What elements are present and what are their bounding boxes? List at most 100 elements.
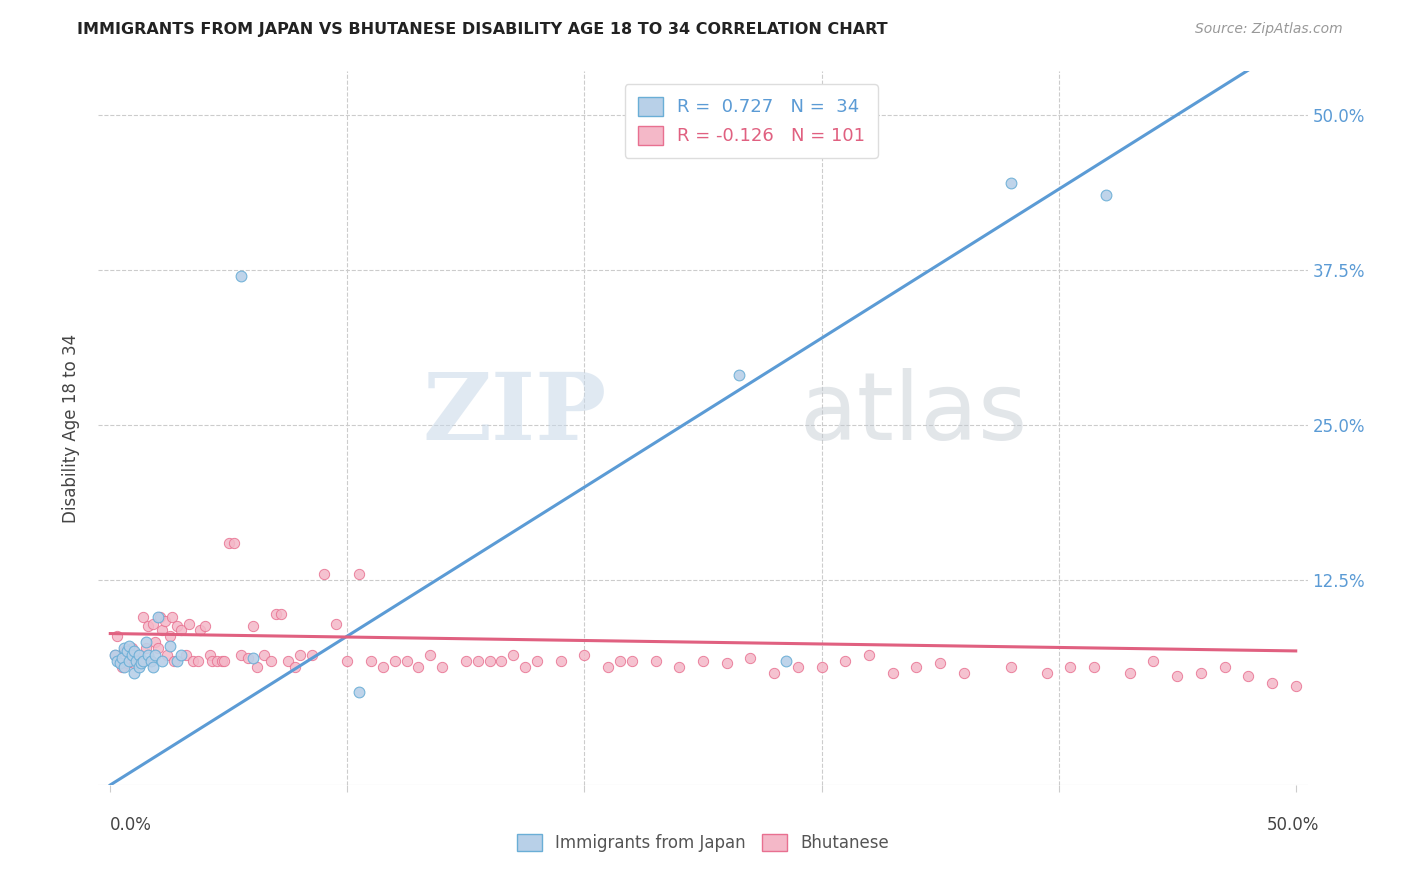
Point — [763, 666, 786, 681]
Point — [609, 654, 631, 668]
Point — [882, 666, 904, 681]
Point — [1213, 660, 1236, 674]
Point — [125, 651, 148, 665]
Point — [139, 654, 162, 668]
Point — [1000, 176, 1022, 190]
Point — [156, 648, 179, 662]
Point — [125, 654, 148, 668]
Point — [360, 654, 382, 668]
Point — [159, 639, 181, 653]
Point — [1166, 669, 1188, 683]
Point — [491, 654, 513, 668]
Point — [122, 657, 145, 671]
Point — [253, 648, 276, 662]
Point — [104, 648, 127, 662]
Point — [136, 619, 159, 633]
Point — [143, 635, 166, 649]
Point — [347, 566, 370, 581]
Point — [132, 610, 155, 624]
Point — [166, 654, 188, 668]
Point — [170, 623, 193, 637]
Point — [121, 648, 143, 662]
Point — [246, 660, 269, 674]
Point — [644, 654, 666, 668]
Point — [205, 654, 228, 668]
Point — [574, 648, 596, 662]
Point — [166, 619, 188, 633]
Point — [211, 654, 233, 668]
Point — [118, 654, 141, 668]
Point — [284, 660, 307, 674]
Point — [1189, 666, 1212, 681]
Point — [229, 648, 252, 662]
Point — [502, 648, 524, 662]
Point — [550, 654, 572, 668]
Point — [105, 654, 128, 668]
Point — [108, 657, 131, 671]
Point — [153, 614, 176, 628]
Point — [218, 536, 240, 550]
Point — [1000, 660, 1022, 674]
Text: 0.0%: 0.0% — [110, 816, 152, 834]
Point — [177, 616, 200, 631]
Y-axis label: Disability Age 18 to 34: Disability Age 18 to 34 — [62, 334, 80, 523]
Text: Source: ZipAtlas.com: Source: ZipAtlas.com — [1195, 22, 1343, 37]
Point — [128, 648, 150, 662]
Point — [325, 616, 347, 631]
Point — [139, 654, 162, 668]
Point — [143, 648, 166, 662]
Point — [740, 651, 762, 665]
Point — [277, 654, 299, 668]
Point — [122, 644, 145, 658]
Point — [152, 654, 174, 668]
Point — [301, 648, 323, 662]
Point — [129, 657, 152, 671]
Point — [194, 619, 217, 633]
Point — [288, 648, 311, 662]
Point — [1237, 669, 1260, 683]
Point — [775, 654, 797, 668]
Point — [810, 660, 832, 674]
Point — [260, 654, 283, 668]
Point — [270, 607, 292, 621]
Point — [149, 610, 172, 624]
Point — [1059, 660, 1081, 674]
Point — [716, 657, 738, 671]
Point — [160, 610, 183, 624]
Point — [620, 654, 643, 668]
Point — [1285, 679, 1308, 693]
Point — [222, 536, 245, 550]
Point — [111, 651, 134, 665]
Point — [929, 657, 952, 671]
Legend: Immigrants from Japan, Bhutanese: Immigrants from Japan, Bhutanese — [510, 827, 896, 859]
Point — [114, 641, 136, 656]
Point — [1083, 660, 1105, 674]
Point — [395, 654, 418, 668]
Point — [598, 660, 620, 674]
Point — [114, 644, 136, 658]
Point — [347, 685, 370, 699]
Point — [312, 566, 335, 581]
Point — [115, 644, 138, 658]
Point — [336, 654, 359, 668]
Point — [146, 641, 169, 656]
Point — [115, 657, 138, 671]
Point — [152, 623, 174, 637]
Point — [132, 654, 155, 668]
Text: atlas: atlas — [800, 368, 1028, 460]
Point — [212, 654, 235, 668]
Point — [668, 660, 690, 674]
Point — [1142, 654, 1164, 668]
Point — [198, 648, 221, 662]
Point — [419, 648, 441, 662]
Point — [105, 629, 128, 643]
Point — [142, 660, 165, 674]
Text: ZIP: ZIP — [422, 369, 606, 458]
Point — [229, 269, 252, 284]
Point — [135, 641, 157, 656]
Point — [181, 654, 204, 668]
Point — [384, 654, 406, 668]
Point — [121, 641, 143, 656]
Point — [163, 654, 186, 668]
Point — [104, 648, 127, 662]
